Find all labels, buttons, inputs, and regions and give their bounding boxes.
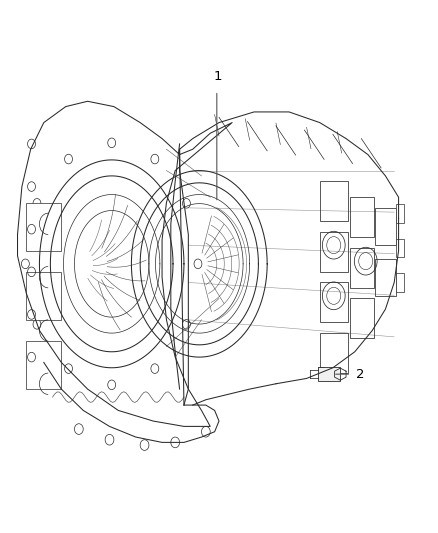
Bar (320, 232, 348, 272)
Bar (320, 181, 348, 221)
Bar (26, 203, 61, 251)
Bar (26, 272, 61, 320)
Bar (318, 367, 340, 381)
Bar (375, 208, 396, 245)
Bar (375, 259, 396, 296)
Bar (26, 341, 61, 389)
Bar (396, 239, 404, 257)
Bar (350, 197, 374, 237)
Bar (320, 282, 348, 322)
Bar (396, 204, 404, 223)
Bar (396, 273, 404, 292)
Text: 2: 2 (356, 368, 364, 381)
Text: 1: 1 (213, 70, 222, 83)
Bar (350, 298, 374, 338)
Bar (350, 248, 374, 288)
Bar (320, 333, 348, 373)
